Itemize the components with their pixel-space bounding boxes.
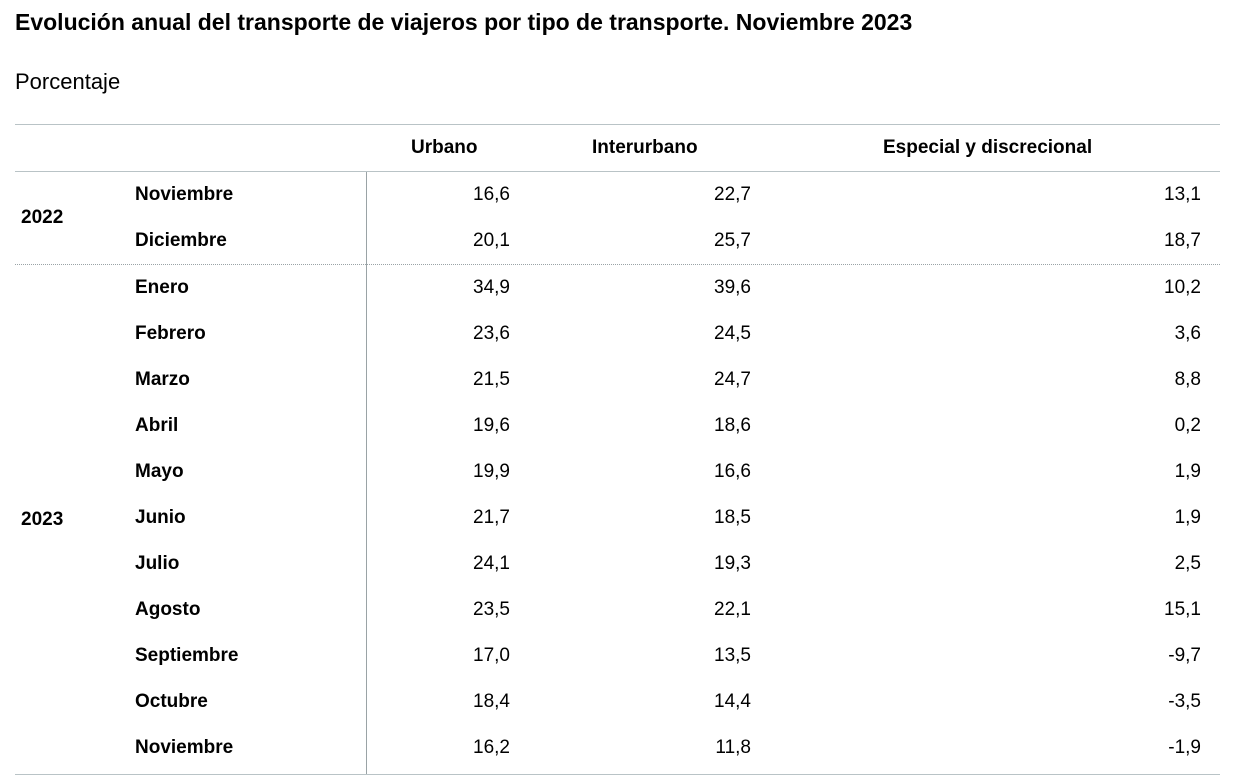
value-interurbano: 24,7 [714, 369, 751, 390]
page-title: Evolución anual del transporte de viajer… [15, 9, 913, 35]
value-interurbano: 18,5 [714, 507, 751, 528]
value-especial: -9,7 [1168, 645, 1201, 666]
value-especial: 0,2 [1174, 415, 1201, 436]
month-label: Octubre [135, 691, 208, 712]
year-group-2022: 2022 Noviembre 16,6 22,7 13,1 Diciembre … [15, 172, 1220, 264]
value-especial: 8,8 [1174, 369, 1201, 390]
value-especial: -1,9 [1168, 737, 1201, 758]
table-row: Octubre 18,4 14,4 -3,5 [15, 679, 1220, 725]
row-header-divider [366, 172, 367, 774]
value-interurbano: 14,4 [714, 691, 751, 712]
value-urbano: 16,2 [473, 737, 510, 758]
value-urbano: 19,9 [473, 461, 510, 482]
value-interurbano: 19,3 [714, 553, 751, 574]
value-interurbano: 39,6 [714, 277, 751, 298]
table-bottom-rule [15, 774, 1220, 775]
value-urbano: 24,1 [473, 553, 510, 574]
value-interurbano: 11,8 [715, 737, 751, 758]
value-especial: 10,2 [1164, 277, 1201, 298]
value-urbano: 21,5 [473, 369, 510, 390]
year-label: 2022 [21, 207, 64, 228]
month-label: Agosto [135, 599, 201, 620]
table-row: Marzo 21,5 24,7 8,8 [15, 357, 1220, 403]
table-row: Noviembre 16,6 22,7 13,1 [15, 172, 1220, 218]
value-interurbano: 22,1 [714, 599, 751, 620]
value-urbano: 18,4 [473, 691, 510, 712]
value-especial: 18,7 [1164, 230, 1201, 251]
month-label: Enero [135, 277, 189, 298]
value-especial: -3,5 [1168, 691, 1201, 712]
table-row: Julio 24,1 19,3 2,5 [15, 541, 1220, 587]
value-interurbano: 18,6 [714, 415, 751, 436]
month-label: Junio [135, 507, 186, 528]
value-urbano: 21,7 [473, 507, 510, 528]
table-row: Abril 19,6 18,6 0,2 [15, 403, 1220, 449]
value-interurbano: 25,7 [714, 230, 751, 251]
month-label: Diciembre [135, 230, 227, 251]
column-header-especial: Especial y discrecional [883, 137, 1093, 158]
month-label: Abril [135, 415, 179, 436]
table-top-rule [15, 124, 1220, 125]
month-label: Marzo [135, 369, 190, 390]
value-urbano: 19,6 [473, 415, 510, 436]
value-urbano: 34,9 [473, 277, 510, 298]
value-interurbano: 16,6 [714, 461, 751, 482]
value-interurbano: 13,5 [714, 645, 751, 666]
header-rule [15, 171, 1220, 172]
table-row: Septiembre 17,0 13,5 -9,7 [15, 633, 1220, 679]
table-row: Enero 34,9 39,6 10,2 [15, 265, 1220, 311]
value-especial: 2,5 [1174, 553, 1201, 574]
year-group-2023: 2023 Enero 34,9 39,6 10,2 Febrero 23,6 2… [15, 265, 1220, 774]
month-label: Febrero [135, 323, 206, 344]
value-urbano: 16,6 [473, 184, 510, 205]
column-header-urbano: Urbano [411, 137, 478, 158]
value-urbano: 17,0 [473, 645, 510, 666]
month-label: Julio [135, 553, 180, 574]
value-especial: 1,9 [1174, 507, 1201, 528]
column-header-interurbano: Interurbano [592, 137, 698, 158]
table-row: Junio 21,7 18,5 1,9 [15, 495, 1220, 541]
table-row: Noviembre 16,2 11,8 -1,9 [15, 725, 1220, 771]
table-row: Febrero 23,6 24,5 3,6 [15, 311, 1220, 357]
value-urbano: 23,6 [473, 323, 510, 344]
table-row: Agosto 23,5 22,1 15,1 [15, 587, 1220, 633]
page-subtitle: Porcentaje [15, 69, 121, 94]
month-label: Septiembre [135, 645, 239, 666]
value-interurbano: 24,5 [714, 323, 751, 344]
year-label: 2023 [21, 508, 64, 530]
table-row: Diciembre 20,1 25,7 18,7 [15, 218, 1220, 264]
month-label: Noviembre [135, 737, 234, 758]
value-especial: 1,9 [1174, 461, 1201, 482]
value-interurbano: 22,7 [714, 184, 751, 205]
value-urbano: 20,1 [473, 230, 510, 251]
month-label: Mayo [135, 461, 184, 482]
value-urbano: 23,5 [473, 599, 510, 620]
year-separator [15, 264, 1220, 265]
table-row: Mayo 19,9 16,6 1,9 [15, 449, 1220, 495]
value-especial: 15,1 [1164, 599, 1201, 620]
month-label: Noviembre [135, 184, 234, 205]
value-especial: 13,1 [1164, 184, 1201, 205]
value-especial: 3,6 [1174, 323, 1201, 344]
